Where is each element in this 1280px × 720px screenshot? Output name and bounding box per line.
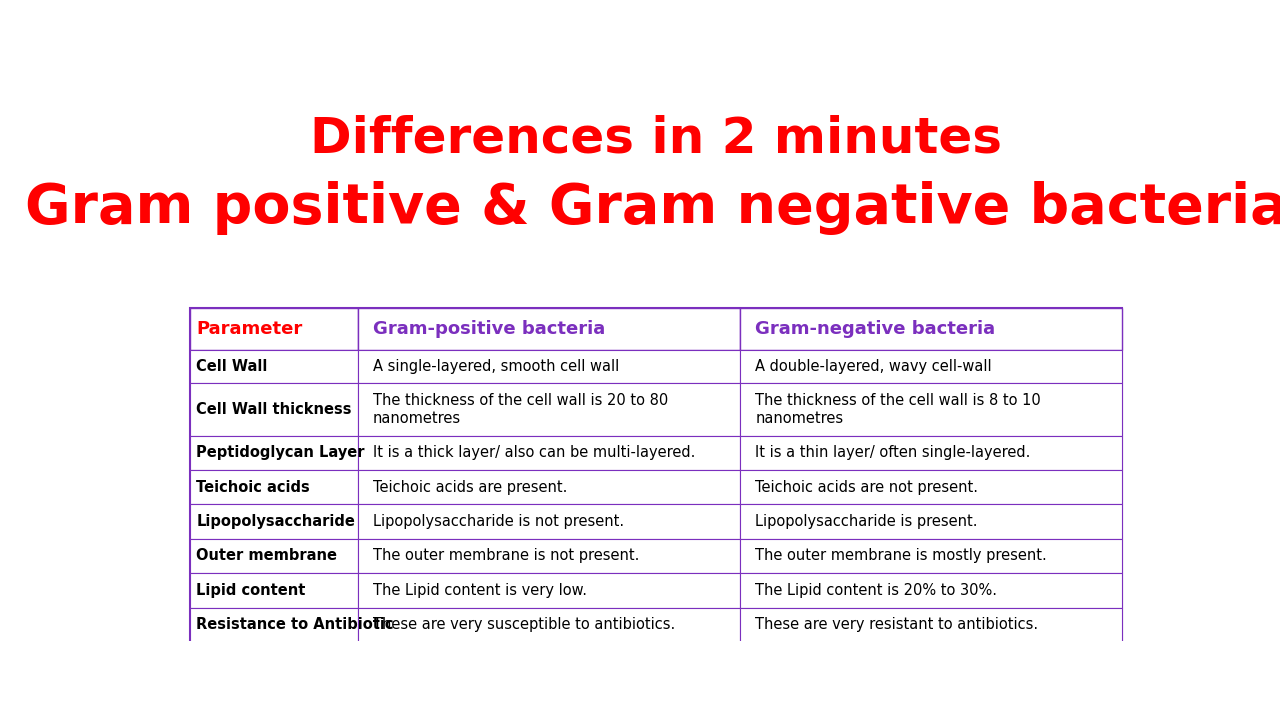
Text: The outer membrane is not present.: The outer membrane is not present. — [372, 549, 639, 564]
Bar — [740, 505, 1123, 539]
Text: The thickness of the cell wall is 20 to 80
nanometres: The thickness of the cell wall is 20 to … — [372, 392, 668, 426]
Bar — [740, 539, 1123, 573]
Text: These are very resistant to antibiotics.: These are very resistant to antibiotics. — [755, 617, 1038, 632]
Text: The thickness of the cell wall is 8 to 10
nanometres: The thickness of the cell wall is 8 to 1… — [755, 392, 1041, 426]
Text: Cell Wall: Cell Wall — [196, 359, 268, 374]
Text: Teichoic acids are present.: Teichoic acids are present. — [372, 480, 567, 495]
Text: Lipopolysaccharide is not present.: Lipopolysaccharide is not present. — [372, 514, 625, 529]
Text: Peptidoglycan Layer: Peptidoglycan Layer — [196, 446, 365, 460]
Bar — [189, 505, 357, 539]
Text: Resistance to Antibiotic: Resistance to Antibiotic — [196, 617, 394, 632]
Text: Gram-positive bacteria: Gram-positive bacteria — [372, 320, 605, 338]
Text: Teichoic acids are not present.: Teichoic acids are not present. — [755, 480, 978, 495]
Bar — [357, 436, 740, 470]
Text: A single-layered, smooth cell wall: A single-layered, smooth cell wall — [372, 359, 620, 374]
Text: It is a thick layer/ also can be multi-layered.: It is a thick layer/ also can be multi-l… — [372, 446, 695, 460]
Text: A double-layered, wavy cell-wall: A double-layered, wavy cell-wall — [755, 359, 992, 374]
Bar — [189, 308, 357, 350]
Text: The outer membrane is mostly present.: The outer membrane is mostly present. — [755, 549, 1047, 564]
Text: It is a thin layer/ often single-layered.: It is a thin layer/ often single-layered… — [755, 446, 1030, 460]
Text: Outer membrane: Outer membrane — [196, 549, 338, 564]
Bar — [357, 608, 740, 642]
Bar — [740, 470, 1123, 505]
Bar — [189, 573, 357, 608]
Bar — [740, 436, 1123, 470]
Text: The Lipid content is 20% to 30%.: The Lipid content is 20% to 30%. — [755, 583, 997, 598]
Text: Cell Wall thickness: Cell Wall thickness — [196, 402, 352, 417]
Bar — [740, 350, 1123, 383]
Bar — [357, 383, 740, 436]
Bar — [357, 350, 740, 383]
Text: Lipid content: Lipid content — [196, 583, 306, 598]
Bar — [189, 350, 357, 383]
Text: Differences in 2 minutes: Differences in 2 minutes — [310, 114, 1002, 162]
Text: Lipopolysaccharide is present.: Lipopolysaccharide is present. — [755, 514, 978, 529]
Text: Gram positive & Gram negative bacteria: Gram positive & Gram negative bacteria — [24, 181, 1280, 235]
Text: Parameter: Parameter — [196, 320, 303, 338]
Text: These are very susceptible to antibiotics.: These are very susceptible to antibiotic… — [372, 617, 675, 632]
Bar — [740, 573, 1123, 608]
Bar — [740, 383, 1123, 436]
Bar — [740, 608, 1123, 642]
Bar — [357, 505, 740, 539]
Bar — [189, 539, 357, 573]
Text: Gram-negative bacteria: Gram-negative bacteria — [755, 320, 996, 338]
Bar — [189, 470, 357, 505]
Bar — [189, 308, 1123, 642]
Bar — [189, 383, 357, 436]
Text: Teichoic acids: Teichoic acids — [196, 480, 310, 495]
Bar — [189, 608, 357, 642]
Bar — [740, 308, 1123, 350]
Bar — [357, 470, 740, 505]
Bar — [357, 539, 740, 573]
Bar — [357, 308, 740, 350]
Bar — [189, 436, 357, 470]
Text: Lipopolysaccharide: Lipopolysaccharide — [196, 514, 356, 529]
Bar — [357, 573, 740, 608]
Text: The Lipid content is very low.: The Lipid content is very low. — [372, 583, 588, 598]
